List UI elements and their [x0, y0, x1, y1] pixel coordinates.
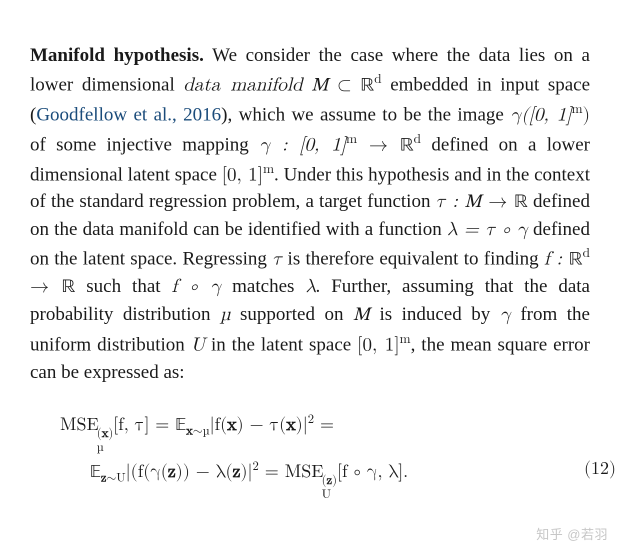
text: is therefore equivalent to finding: [282, 248, 544, 269]
comma: ,: [124, 416, 135, 434]
symbol-mu: µ: [220, 305, 231, 324]
paren: ): [176, 463, 183, 481]
equation-12: MSE(x)µ[f, τ] = 𝔼x∼µ|f(x) − τ(x)|2 = 𝔼z∼…: [60, 406, 590, 500]
symbol-M: M: [311, 76, 328, 95]
text: matches: [221, 276, 305, 297]
sup-d: d: [374, 72, 381, 86]
period: .: [403, 463, 408, 481]
watermark: 知乎 @若羽: [536, 526, 608, 544]
lambda-def: λ = τ ∘ γ: [447, 220, 528, 239]
sub-zsim: z∼U: [101, 472, 126, 484]
gamma: γ: [150, 463, 161, 481]
sup-m: m: [400, 332, 411, 346]
heading: Manifold hypothesis.: [30, 45, 204, 66]
paren: ): [183, 463, 190, 481]
equals: =: [259, 463, 285, 481]
symbol-Rd: ℝ: [569, 250, 583, 269]
tau: τ: [270, 416, 280, 434]
term-data-manifold: data manifold: [183, 75, 302, 94]
sup-m: m: [572, 102, 583, 116]
x-vec: x: [286, 416, 296, 434]
x-vec: x: [227, 416, 237, 434]
text: is induced by: [370, 304, 500, 325]
compose: ∘: [348, 463, 367, 481]
sup-d: d: [414, 132, 421, 146]
text: supported on: [231, 304, 353, 325]
comma: ,: [377, 463, 388, 481]
equation-line-1: MSE(x)µ[f, τ] = 𝔼x∼µ|f(x) − τ(x)|2 =: [60, 406, 590, 453]
tau: τ: [135, 416, 145, 434]
symbol-M: M: [464, 193, 481, 212]
sup-m: m: [263, 162, 274, 176]
paren: ): [296, 416, 303, 434]
arrow: →: [357, 135, 400, 154]
symbol-U: U: [191, 336, 205, 355]
text: of some injective mapping: [30, 134, 259, 155]
gamma: γ: [367, 463, 378, 481]
sup-d: d: [583, 246, 590, 260]
symbol-lambda: λ: [305, 277, 315, 296]
text: in the latent space: [205, 335, 357, 356]
symbol-R: ℝ: [514, 193, 528, 212]
expectation: 𝔼: [90, 464, 101, 482]
equation-number: (12): [584, 450, 616, 490]
mse-label: MSE: [285, 463, 324, 481]
equals: =: [149, 416, 175, 434]
expectation: 𝔼: [175, 417, 186, 435]
symbol-R: ℝ: [62, 278, 76, 297]
f-domain: f :: [544, 249, 569, 268]
minus: −: [190, 463, 216, 481]
symbol-gamma: γ: [500, 305, 511, 324]
z-vec: z: [168, 463, 176, 481]
gamma-domain: γ : [0, 1]: [259, 135, 346, 154]
arrow: →: [482, 192, 514, 211]
text: such that: [75, 276, 171, 297]
mse-supsub: (z)U: [322, 475, 337, 500]
minus: −: [244, 416, 270, 434]
latent-space: [0, 1]: [222, 165, 263, 184]
citation-link[interactable]: Goodfellow et al., 2016: [36, 105, 221, 126]
gamma-image: γ([0, 1]: [510, 106, 571, 125]
paren: ): [237, 416, 244, 434]
sub-xsim: x∼µ: [186, 425, 209, 437]
symbol-Rd: ℝ: [360, 76, 374, 95]
f-compose-gamma: f ∘ γ: [171, 277, 221, 296]
symbol-tau: τ: [272, 249, 282, 268]
mse-label: MSE: [60, 416, 99, 434]
paren: (: [161, 463, 168, 481]
symbol-M: M: [353, 306, 370, 325]
equation-line-2: 𝔼z∼U|(f(γ(z)) − λ(z)|2 = MSE(z)U[f ∘ γ, …: [90, 453, 590, 500]
sup-m: m: [346, 132, 357, 146]
text: ), which we assume to be the image: [221, 105, 510, 126]
latent-space: [0, 1]: [357, 336, 399, 355]
subset-symbol: ⊂: [337, 75, 352, 94]
symbol-Rd: ℝ: [400, 136, 414, 155]
tau-domain: τ :: [436, 192, 465, 211]
equals: =: [314, 416, 334, 434]
paragraph-manifold-hypothesis: Manifold hypothesis. We consider the cas…: [30, 43, 590, 387]
mse-supsub: (x)µ: [97, 428, 113, 453]
arrow: →: [30, 277, 62, 296]
paren: ): [240, 463, 247, 481]
paren: (: [131, 463, 138, 481]
lambda: λ: [388, 463, 398, 481]
rparen: ): [583, 106, 590, 125]
